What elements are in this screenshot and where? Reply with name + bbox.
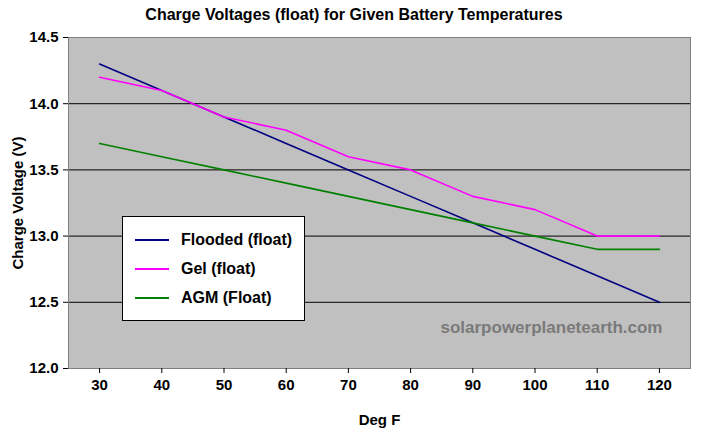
svg-text:13.5: 13.5 (29, 161, 58, 178)
svg-text:60: 60 (278, 376, 295, 393)
svg-text:100: 100 (522, 376, 547, 393)
svg-text:12.0: 12.0 (29, 359, 58, 376)
html-text:AGM (Float): AGM (Float) (181, 288, 272, 306)
svg-text:Charge Voltage (V): Charge Voltage (V) (9, 136, 26, 269)
html-text:Flooded (float): Flooded (float) (181, 230, 293, 248)
html-text:Gel (float): Gel (float) (181, 259, 256, 277)
svg-text:Deg F: Deg F (359, 411, 401, 428)
html-text:Charge Voltages (float) for Gi: Charge Voltages (float) for Given Batter… (145, 6, 563, 23)
svg-text:solarpowerplanetearth.com: solarpowerplanetearth.com (440, 318, 662, 337)
svg-text:80: 80 (402, 376, 419, 393)
svg-text:13.0: 13.0 (29, 227, 58, 244)
svg-text:40: 40 (153, 376, 170, 393)
svg-text:14.5: 14.5 (29, 30, 58, 45)
svg-text:50: 50 (216, 376, 233, 393)
svg-text:30: 30 (91, 376, 108, 393)
svg-text:70: 70 (340, 376, 357, 393)
svg-text:14.0: 14.0 (29, 95, 58, 112)
svg-text:110: 110 (585, 376, 609, 393)
svg-text:120: 120 (647, 376, 672, 393)
svg-text:12.5: 12.5 (29, 293, 58, 310)
svg-text:90: 90 (464, 376, 481, 393)
